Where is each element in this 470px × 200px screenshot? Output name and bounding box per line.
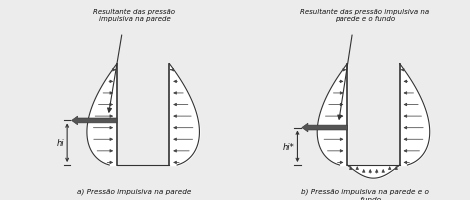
- Text: Resultante das pressão
impulsiva na parede: Resultante das pressão impulsiva na pare…: [94, 9, 175, 22]
- FancyArrow shape: [71, 116, 117, 125]
- Text: hi: hi: [57, 139, 64, 148]
- Text: a) Pressão impulsiva na parede: a) Pressão impulsiva na parede: [77, 188, 192, 194]
- FancyArrow shape: [302, 124, 347, 132]
- Text: Resultante das pressão impulsiva na
parede e o fundo: Resultante das pressão impulsiva na pare…: [300, 9, 429, 22]
- Text: hi*: hi*: [283, 142, 295, 151]
- Text: b) Pressão impulsiva na parede e o
     fundo: b) Pressão impulsiva na parede e o fundo: [301, 188, 429, 200]
